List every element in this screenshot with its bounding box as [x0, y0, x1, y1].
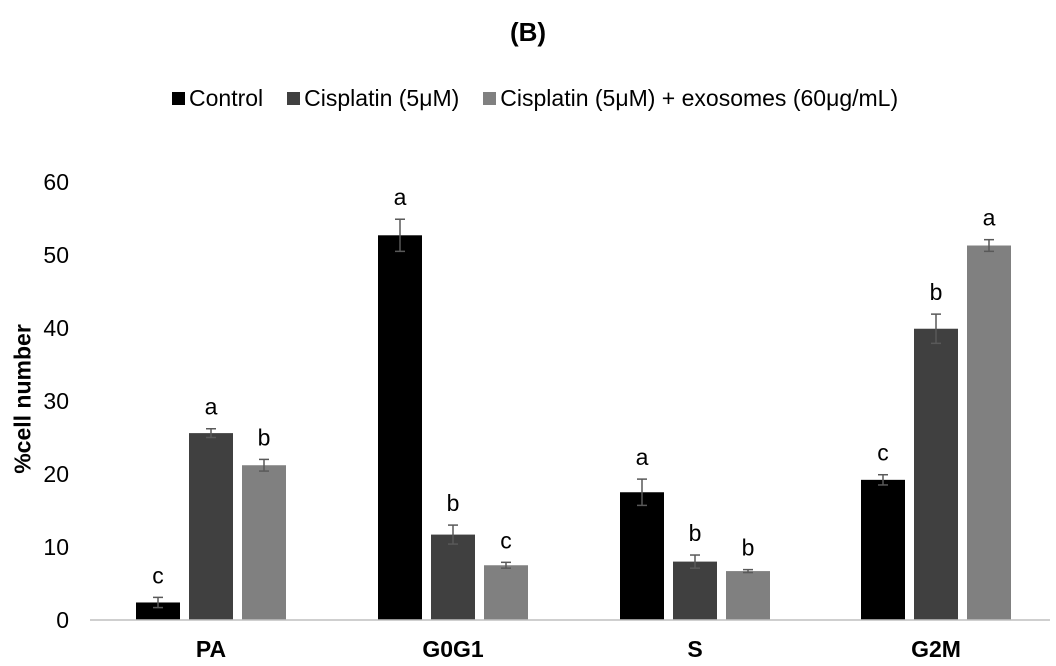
bar — [431, 534, 475, 620]
y-tick-label: 30 — [43, 388, 69, 414]
y-tick-label: 20 — [43, 461, 69, 487]
significance-label: b — [689, 520, 702, 546]
bar — [967, 245, 1011, 620]
legend-label-cisplatin-exosomes: Cisplatin (5μM) + exosomes (60μg/mL) — [500, 85, 899, 111]
legend-label-cisplatin: Cisplatin (5μM) — [304, 85, 460, 111]
significance-label: b — [930, 279, 943, 305]
legend-item-control: Control — [172, 84, 263, 112]
legend-item-cisplatin-exosomes: Cisplatin (5μM) + exosomes (60μg/mL) — [483, 84, 898, 112]
significance-label: a — [636, 444, 649, 470]
legend-swatch-control — [172, 91, 185, 105]
bar — [861, 479, 905, 620]
y-tick-label: 40 — [43, 315, 69, 341]
x-tick-label: PA — [196, 636, 226, 662]
bar — [620, 492, 664, 620]
x-tick-label: G0G1 — [422, 636, 484, 662]
bar — [378, 235, 422, 621]
bar — [726, 571, 770, 620]
legend-label-control: Control — [189, 85, 264, 111]
significance-label: a — [983, 205, 996, 231]
bar — [242, 465, 286, 620]
significance-label: c — [877, 440, 889, 466]
y-tick-label: 60 — [43, 169, 69, 195]
legend: Control Cisplatin (5μM) Cisplatin (5μM) … — [172, 84, 922, 112]
x-tick-label: S — [687, 636, 702, 662]
x-tick-label: G2M — [911, 636, 961, 662]
legend-swatch-cisplatin-exosomes — [483, 91, 497, 105]
bar — [136, 602, 180, 620]
chart-title: (B) — [509, 17, 547, 47]
legend-item-cisplatin: Cisplatin (5μM) — [287, 84, 459, 112]
bar — [914, 328, 958, 620]
significance-label: b — [742, 535, 755, 561]
significance-label: a — [394, 184, 407, 210]
significance-label: b — [447, 490, 460, 516]
bar — [484, 565, 528, 620]
significance-label: c — [152, 562, 164, 588]
y-tick-label: 0 — [56, 607, 69, 633]
bar — [673, 561, 717, 620]
legend-swatch-cisplatin — [287, 91, 301, 105]
significance-label: b — [258, 424, 271, 450]
y-tick-label: 10 — [43, 534, 69, 560]
significance-label: c — [500, 527, 512, 553]
bar — [189, 433, 233, 620]
y-tick-label: 50 — [43, 242, 69, 268]
significance-label: a — [205, 394, 218, 420]
